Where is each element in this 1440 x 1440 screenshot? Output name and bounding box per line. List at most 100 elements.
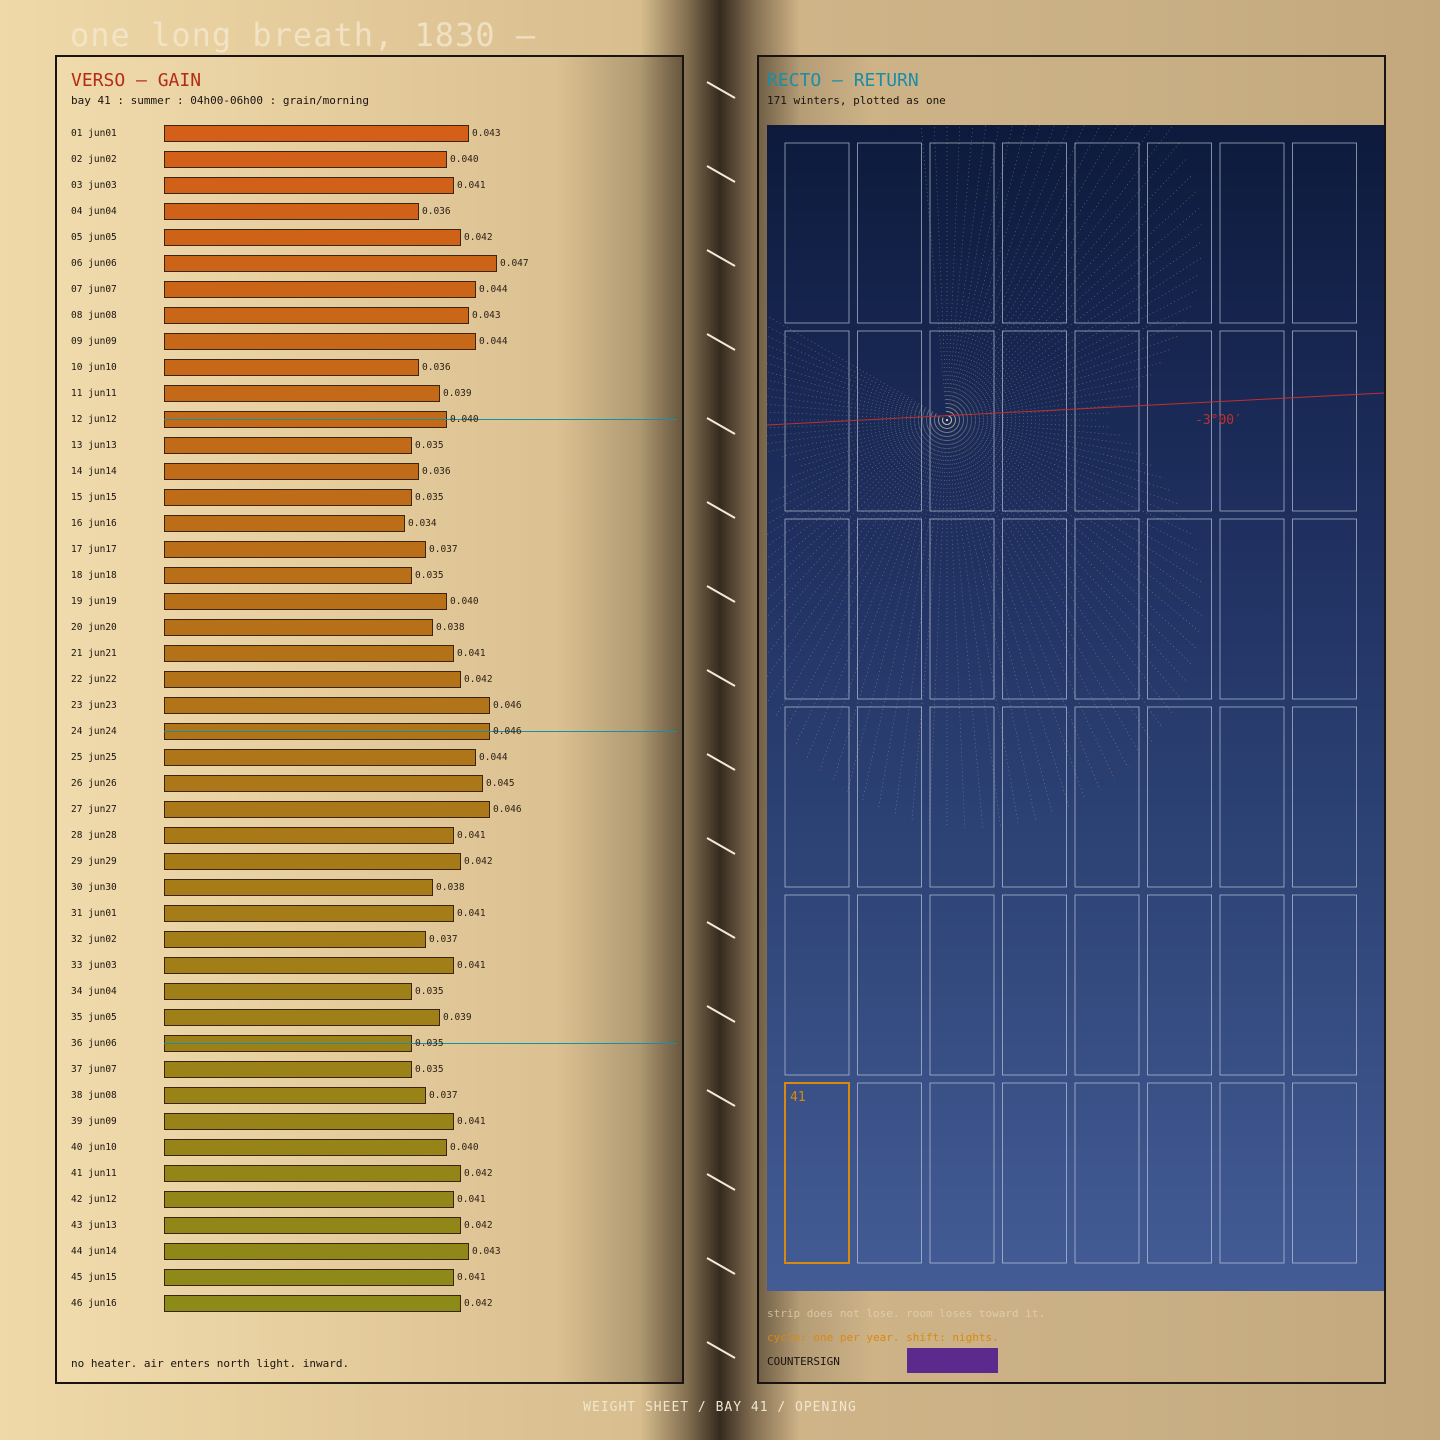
fan-ray: [946, 419, 1036, 820]
fan-ray: [946, 419, 1197, 550]
bar: [164, 749, 476, 766]
bar: [164, 437, 412, 454]
bar-value-label: 0.043: [472, 1246, 501, 1257]
fan-ray: [946, 111, 1164, 421]
fan-ray: [946, 126, 1173, 421]
bar-category-label: 43 jun13: [71, 1220, 117, 1231]
bar-category-label: 05 jun05: [71, 232, 117, 243]
bar: [164, 1295, 461, 1312]
bar: [164, 671, 461, 688]
bar-category-label: 26 jun26: [71, 778, 117, 789]
grid-cell: [1292, 142, 1357, 324]
stitch-mark: [706, 81, 736, 99]
bar-category-label: 06 jun06: [71, 258, 117, 269]
fan-ray: [946, 16, 1019, 421]
bar: [164, 151, 447, 168]
grid-cell: [1002, 330, 1067, 512]
bar-value-label: 0.037: [429, 934, 458, 945]
fan-ray: [946, 419, 1164, 729]
bar-value-label: 0.040: [450, 414, 479, 425]
bar-category-label: 04 jun04: [71, 206, 117, 217]
fan-ray: [946, 141, 1181, 421]
fan-ray: [946, 395, 1133, 421]
bar-category-label: 22 jun22: [71, 674, 117, 685]
grid-cell: [1002, 518, 1067, 700]
bar-row: 20 jun20 0.038: [57, 618, 677, 638]
bar-value-label: 0.045: [486, 778, 515, 789]
grid-cell: [1074, 142, 1140, 324]
bar-category-label: 03 jun03: [71, 180, 117, 191]
bar-row: 11 jun11 0.039: [57, 384, 677, 404]
bar-category-label: 27 jun27: [71, 804, 117, 815]
bar-row: 26 jun26 0.045: [57, 774, 677, 794]
bar-row: 46 jun16 0.042: [57, 1294, 677, 1314]
verso-page: VERSO — GAIN bay 41 : summer : 04h00-06h…: [55, 55, 684, 1384]
bar: [164, 229, 461, 246]
footer-caption: WEIGHT SHEET / BAY 41 / OPENING: [583, 1400, 857, 1415]
bar-value-label: 0.039: [443, 1012, 472, 1023]
fan-ray: [946, 419, 1019, 824]
grid-cell: [1147, 330, 1212, 512]
grid-cell: [784, 894, 850, 1076]
bar-value-label: 0.042: [464, 674, 493, 685]
bar-category-label: 15 jun15: [71, 492, 117, 503]
bar: [164, 255, 497, 272]
stitch-mark: [706, 585, 736, 603]
sheet-title: one long breath, 1830 —: [70, 16, 537, 54]
bar: [164, 619, 433, 636]
grid-cell: [1147, 706, 1212, 888]
bar-row: 32 jun02 0.037: [57, 930, 677, 950]
bar-value-label: 0.035: [415, 1038, 444, 1049]
fan-ray: [946, 348, 1172, 421]
bar: [164, 385, 440, 402]
stitch-mark: [706, 837, 736, 855]
bar-category-label: 14 jun14: [71, 466, 117, 477]
bar: [164, 593, 447, 610]
bar: [164, 645, 454, 662]
stitch-mark: [706, 1173, 736, 1191]
bar-value-label: 0.035: [415, 1064, 444, 1075]
bar-value-label: 0.036: [422, 362, 451, 373]
fan-ray: [946, 419, 1001, 827]
fan-ray: [946, 273, 1200, 421]
stitch-mark: [706, 417, 736, 435]
bar-category-label: 12 jun12: [71, 414, 117, 425]
verso-heading: VERSO — GAIN: [71, 70, 202, 91]
bar-row: 19 jun19 0.040: [57, 592, 677, 612]
bar-category-label: 33 jun03: [71, 960, 117, 971]
recto-note-strip: strip does not lose. room loses toward i…: [767, 1307, 1046, 1320]
recto-heading: RECTO — RETURN: [767, 70, 919, 91]
bar-row: 06 jun06 0.047: [57, 254, 677, 274]
grid-cell: [857, 142, 922, 324]
bar-value-label: 0.036: [422, 206, 451, 217]
grid-cell: [1292, 1082, 1357, 1264]
bar-row: 05 jun05 0.042: [57, 228, 677, 248]
fan-ray: [772, 419, 948, 502]
bar-row: 17 jun17 0.037: [57, 540, 677, 560]
fan-ray: [946, 419, 1203, 616]
grid-cell: [857, 706, 922, 888]
fan-ray: [946, 50, 1101, 421]
bar-value-label: 0.034: [408, 518, 437, 529]
bar-row: 12 jun12 0.040: [57, 410, 677, 430]
fan-ray: [641, 243, 948, 421]
bar: [164, 1139, 447, 1156]
fan-ray: [946, 419, 1198, 650]
fan-ray: [946, 419, 1133, 445]
countersign-label: COUNTERSIGN: [767, 1355, 840, 1368]
grid-cell: [857, 518, 922, 700]
fan-ray: [878, 419, 948, 809]
bar-row: 33 jun03 0.041: [57, 956, 677, 976]
bar-row: 28 jun28 0.041: [57, 826, 677, 846]
bar-value-label: 0.046: [493, 804, 522, 815]
bar-value-label: 0.046: [493, 726, 522, 737]
bar: [164, 489, 412, 506]
bar: [164, 177, 454, 194]
bar-category-label: 30 jun30: [71, 882, 117, 893]
grid-cell: [1292, 518, 1357, 700]
bar: [164, 463, 419, 480]
bar-row: 24 jun24 0.046: [57, 722, 677, 742]
bar-category-label: 07 jun07: [71, 284, 117, 295]
countersign-swatch[interactable]: [907, 1348, 998, 1373]
